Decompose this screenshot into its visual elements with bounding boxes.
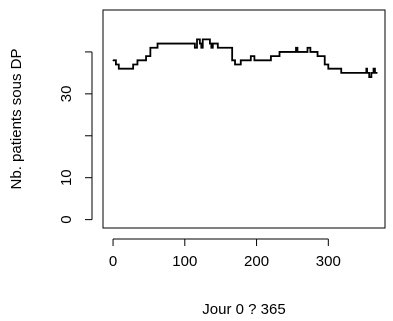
- data-point: [305, 51, 307, 53]
- data-point: [231, 59, 233, 61]
- data-point: [200, 47, 202, 49]
- data-point: [248, 59, 250, 61]
- y-tick-label: 30: [58, 86, 75, 103]
- x-tick-label: 0: [109, 253, 117, 270]
- y-tick-label: 0: [58, 215, 75, 223]
- data-point: [217, 47, 219, 49]
- data-point: [372, 68, 375, 70]
- data-point: [270, 55, 272, 57]
- data-point: [234, 63, 236, 66]
- data-point: [295, 47, 297, 49]
- data-point: [112, 59, 114, 61]
- data-point: [240, 59, 242, 61]
- data-point: [156, 42, 159, 45]
- data-point: [376, 72, 378, 74]
- data-point: [363, 72, 365, 74]
- data-point: [115, 63, 117, 66]
- data-point: [250, 55, 252, 57]
- data-point: [149, 47, 151, 49]
- data-point: [340, 72, 342, 74]
- data-point: [296, 51, 299, 53]
- data-point: [145, 55, 147, 57]
- data-point: [336, 68, 338, 70]
- data-point: [253, 59, 256, 61]
- data-point: [327, 68, 329, 70]
- x-tick-label: 300: [316, 253, 341, 270]
- data-point: [374, 72, 376, 74]
- series-line: [113, 38, 378, 78]
- data-point: [196, 38, 198, 40]
- data-point: [199, 42, 201, 45]
- data-point: [324, 63, 326, 66]
- data-point: [210, 47, 212, 49]
- y-axis: 0 10 30: [58, 51, 93, 224]
- data-point: [227, 47, 230, 49]
- data-point: [278, 51, 281, 53]
- y-tick-label: 10: [58, 169, 75, 186]
- data-point: [293, 51, 295, 53]
- data-point: [365, 68, 367, 70]
- plot-frame: [102, 9, 386, 229]
- data-point: [212, 42, 214, 45]
- data-point: [132, 63, 134, 66]
- data-point: [366, 72, 368, 74]
- data-point: [370, 72, 372, 74]
- data-point: [194, 47, 196, 49]
- x-axis: 0 100 200 300: [109, 238, 341, 270]
- data-point: [368, 76, 370, 78]
- data-point: [209, 42, 211, 45]
- data-point: [136, 59, 139, 61]
- x-tick-label: 100: [172, 253, 197, 270]
- data-point: [118, 68, 120, 70]
- data-point: [309, 51, 311, 53]
- data-point: [202, 38, 204, 40]
- data-point: [306, 47, 309, 49]
- x-tick-label: 200: [244, 253, 269, 270]
- x-axis-label: Jour 0 ? 365: [202, 301, 285, 318]
- series-points: [112, 38, 378, 78]
- data-point: [316, 55, 319, 57]
- data-point: [191, 42, 193, 45]
- y-axis-label: Nb. patients sous DP: [8, 49, 25, 190]
